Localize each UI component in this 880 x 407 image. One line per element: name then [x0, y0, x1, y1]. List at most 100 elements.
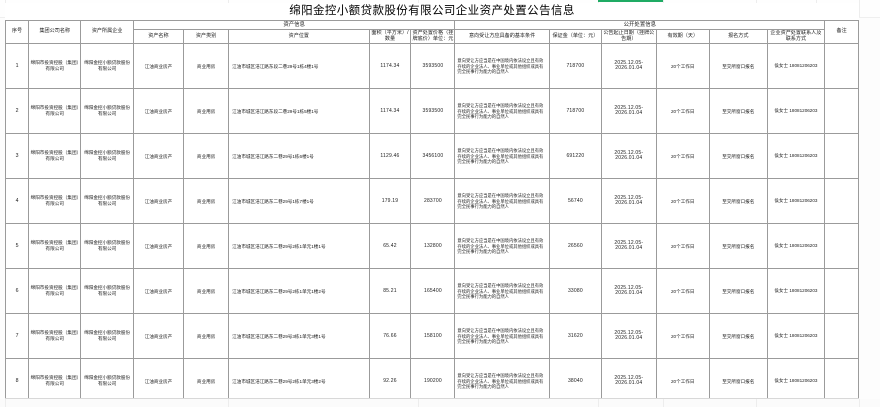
cell-remark — [824, 133, 859, 180]
cell-announce-period: 2025.12.05-2026.01.04 — [601, 43, 657, 90]
col-header-asset-category: 资产类别 — [183, 29, 230, 45]
cell-asset-name: 江油商业房产 — [132, 223, 185, 270]
cell-asset-name: 江油商业房产 — [132, 133, 185, 180]
table-row[interactable]: 1 绵阳市投资控股（集团）有限公司 绵阳金控小额贷款股份有限公司 江油商业房产 … — [4, 43, 859, 90]
col-header-owner-enterprise: 资产所属企业 — [80, 19, 134, 45]
cell-signup-method: 至交所窗口报名 — [708, 178, 768, 225]
cell-valid-days: 20个工作日 — [655, 223, 710, 270]
cell-price: 3593500 — [410, 43, 456, 90]
cell-deposit: 38040 — [548, 358, 603, 405]
cell-asset-name: 江油商业房产 — [132, 358, 185, 405]
cell-group-company: 绵阳市投资控股（集团）有限公司 — [28, 223, 82, 270]
cell-deposit: 718700 — [548, 43, 603, 90]
cell-remark — [824, 358, 859, 405]
cell-remark — [824, 313, 859, 360]
cell-asset-category: 商业用房 — [183, 88, 230, 135]
cell-area: 1174.34 — [368, 43, 412, 90]
cell-seq: 4 — [4, 178, 30, 225]
col-header-area: 面积（平方米）/数量 — [368, 29, 412, 45]
cell-announce-period: 2025.12.05-2026.01.04 — [601, 133, 657, 180]
cell-remark — [824, 43, 859, 90]
cell-asset-category: 商业用房 — [183, 358, 230, 405]
cell-asset-name: 江油商业房产 — [132, 313, 185, 360]
cell-group-company: 绵阳市投资控股（集团）有限公司 — [28, 178, 82, 225]
cell-remark — [824, 88, 859, 135]
cell-valid-days: 20个工作日 — [655, 133, 710, 180]
table-row[interactable]: 2 绵阳市投资控股（集团）有限公司 绵阳金控小额贷款股份有限公司 江油商业房产 … — [4, 88, 859, 135]
cell-asset-category: 商业用房 — [183, 43, 230, 90]
table-row[interactable]: 3 绵阳市投资控股（集团）有限公司 绵阳金控小额贷款股份有限公司 江油商业房产 … — [4, 133, 859, 180]
cell-transferee-conditions: 意向受让方应当是在中国境内依法设立且有效存续的企业法人、事业单位或其他组织或具有… — [454, 358, 550, 405]
cell-valid-days: 20个工作日 — [655, 178, 710, 225]
group-header-public-disposal-info: 公开处置信息 — [454, 19, 826, 31]
cell-group-company: 绵阳市投资控股（集团）有限公司 — [28, 43, 82, 90]
cell-signup-method: 至交所窗口报名 — [708, 223, 768, 270]
col-header-asset-location: 资产位置 — [228, 29, 370, 45]
cell-contact: 侯女士 18081206203 — [766, 313, 826, 360]
cell-area: 92.26 — [368, 358, 412, 405]
cell-area: 65.42 — [368, 223, 412, 270]
table-row[interactable]: 6 绵阳市投资控股（集团）有限公司 绵阳金控小额贷款股份有限公司 江油商业房产 … — [4, 268, 859, 315]
table-row[interactable]: 5 绵阳市投资控股（集团）有限公司 绵阳金控小额贷款股份有限公司 江油商业房产 … — [4, 223, 859, 270]
cell-transferee-conditions: 意向受让方应当是在中国境内依法设立且有效存续的企业法人、事业单位或其他组织或具有… — [454, 223, 550, 270]
cell-owner-enterprise: 绵阳金控小额贷款股份有限公司 — [80, 88, 134, 135]
cell-contact: 侯女士 18081206203 — [766, 178, 826, 225]
cell-area: 1129.46 — [368, 133, 412, 180]
cell-contact: 侯女士 18081206203 — [766, 133, 826, 180]
cell-asset-location: 江油市城区涪江路东二巷29号3栋1单元3楼1号 — [228, 313, 370, 360]
cell-deposit: 56740 — [548, 178, 603, 225]
cell-signup-method: 至交所窗口报名 — [708, 313, 768, 360]
cell-transferee-conditions: 意向受让方应当是在中国境内依法设立且有效存续的企业法人、事业单位或其他组织或具有… — [454, 268, 550, 315]
sheet-bottom-strip — [0, 399, 880, 407]
cell-owner-enterprise: 绵阳金控小额贷款股份有限公司 — [80, 313, 134, 360]
cell-group-company: 绵阳市投资控股（集团）有限公司 — [28, 313, 82, 360]
cell-remark — [824, 268, 859, 315]
cell-contact: 侯女士 18081206203 — [766, 223, 826, 270]
col-header-remark: 备注 — [824, 19, 859, 45]
cell-deposit: 33080 — [548, 268, 603, 315]
col-header-deposit: 保证金（单位：元） — [548, 29, 603, 45]
cell-area: 179.19 — [368, 178, 412, 225]
active-sheet-indicator — [598, 0, 663, 2]
cell-valid-days: 20个工作日 — [655, 88, 710, 135]
cell-asset-category: 商业用房 — [183, 313, 230, 360]
cell-deposit: 718700 — [548, 88, 603, 135]
cell-asset-name: 江油商业房产 — [132, 88, 185, 135]
table-row[interactable]: 7 绵阳市投资控股（集团）有限公司 绵阳金控小额贷款股份有限公司 江油商业房产 … — [4, 313, 859, 360]
asset-disposal-table: 绵阳金控小额贷款股份有限公司企业资产处置公告信息 序号 集团公司名称 资产所属企… — [4, 3, 859, 405]
cell-signup-method: 至交所窗口报名 — [708, 43, 768, 90]
cell-transferee-conditions: 意向受让方应当是在中国境内依法设立且有效存续的企业法人、事业单位或其他组织或具有… — [454, 133, 550, 180]
table-row[interactable]: 8 绵阳市投资控股（集团）有限公司 绵阳金控小额贷款股份有限公司 江油商业房产 … — [4, 358, 859, 405]
col-header-price: 资产处置价格（挂牌底价）单位：元 — [410, 29, 456, 45]
cell-owner-enterprise: 绵阳金控小额贷款股份有限公司 — [80, 358, 134, 405]
cell-price: 165400 — [410, 268, 456, 315]
cell-remark — [824, 178, 859, 225]
cell-owner-enterprise: 绵阳金控小额贷款股份有限公司 — [80, 43, 134, 90]
col-header-announce-period: 公告起止日期（挂牌公告期） — [601, 29, 657, 45]
col-header-asset-name: 资产名称 — [132, 29, 185, 45]
page-title: 绵阳金控小额贷款股份有限公司企业资产处置公告信息 — [289, 5, 575, 18]
cell-signup-method: 至交所窗口报名 — [708, 88, 768, 135]
cell-seq: 5 — [4, 223, 30, 270]
cell-asset-location: 江油市城区涪江路东二巷29号1栋6楼1号 — [228, 133, 370, 180]
cell-deposit: 691220 — [548, 133, 603, 180]
cell-deposit: 31620 — [548, 313, 603, 360]
header-sub-row: 资产名称 资产类别 资产位置 面积（平方米）/数量 资产处置价格（挂牌底价）单位… — [6, 29, 859, 45]
cell-price: 158100 — [410, 313, 456, 360]
cell-seq: 1 — [4, 43, 30, 90]
cell-transferee-conditions: 意向受让方应当是在中国境内依法设立且有效存续的企业法人、事业单位或其他组织或具有… — [454, 43, 550, 90]
cell-owner-enterprise: 绵阳金控小额贷款股份有限公司 — [80, 268, 134, 315]
cell-asset-location: 江油市城区涪江路东二巷29号2栋1单元3楼2号 — [228, 358, 370, 405]
cell-asset-name: 江油商业房产 — [132, 178, 185, 225]
cell-seq: 6 — [4, 268, 30, 315]
cell-asset-location: 江油市城区涪江路东二巷29号2栋1单元1楼1号 — [228, 223, 370, 270]
cell-asset-location: 江油市城区涪江路东二巷29号1栋7楼1号 — [228, 178, 370, 225]
cell-announce-period: 2025.12.05-2026.01.04 — [601, 313, 657, 360]
cell-area: 1174.34 — [368, 88, 412, 135]
cell-valid-days: 20个工作日 — [655, 358, 710, 405]
cell-area: 76.66 — [368, 313, 412, 360]
table-row[interactable]: 4 绵阳市投资控股（集团）有限公司 绵阳金控小额贷款股份有限公司 江油商业房产 … — [4, 178, 859, 225]
title-row: 绵阳金控小额贷款股份有限公司企业资产处置公告信息 — [6, 3, 859, 21]
header-group-row: 序号 集团公司名称 资产所属企业 资产信息 公开处置信息 备注 — [4, 19, 859, 45]
